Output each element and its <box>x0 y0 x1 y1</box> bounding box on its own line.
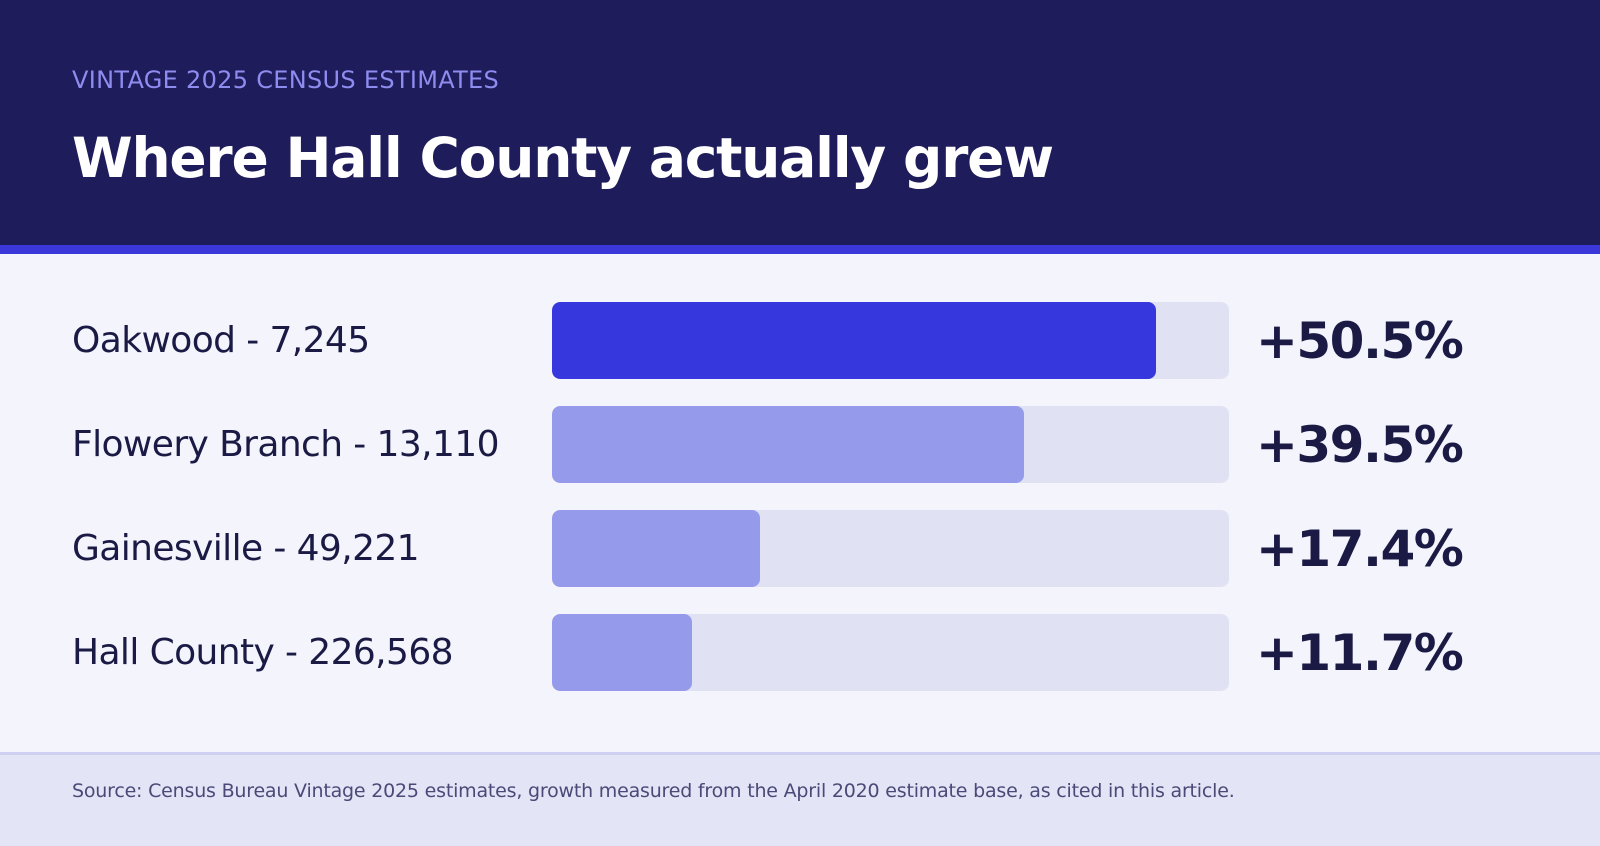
bar-track <box>552 510 1229 587</box>
bar-fill <box>552 406 1024 483</box>
chart-footer: Source: Census Bureau Vintage 2025 estim… <box>0 752 1600 846</box>
bar-value-label: +11.7% <box>1256 624 1464 682</box>
bar-row: Flowery Branch - 13,110 +39.5% <box>0 406 1600 483</box>
bar-row: Oakwood - 7,245 +50.5% <box>0 302 1600 379</box>
bar-track <box>552 614 1229 691</box>
bar-fill <box>552 614 692 691</box>
bar-fill <box>552 510 760 587</box>
bar-category-label: Hall County - 226,568 <box>72 632 454 673</box>
header-accent-rule <box>0 245 1600 254</box>
bar-value-label: +17.4% <box>1256 520 1464 578</box>
chart-header: VINTAGE 2025 CENSUS ESTIMATES Where Hall… <box>0 0 1600 245</box>
source-note: Source: Census Bureau Vintage 2025 estim… <box>72 780 1235 802</box>
bar-row: Hall County - 226,568 +11.7% <box>0 614 1600 691</box>
chart-title: Where Hall County actually grew <box>72 126 1054 190</box>
bar-row: Gainesville - 49,221 +17.4% <box>0 510 1600 587</box>
chart-kicker: VINTAGE 2025 CENSUS ESTIMATES <box>72 66 500 94</box>
bar-track <box>552 302 1229 379</box>
bar-track <box>552 406 1229 483</box>
bar-value-label: +50.5% <box>1256 312 1464 370</box>
bar-category-label: Gainesville - 49,221 <box>72 528 420 569</box>
bar-category-label: Oakwood - 7,245 <box>72 320 370 361</box>
bar-category-label: Flowery Branch - 13,110 <box>72 424 500 465</box>
bar-chart: Oakwood - 7,245 +50.5% Flowery Branch - 13… <box>0 254 1600 754</box>
bar-fill <box>552 302 1156 379</box>
bar-value-label: +39.5% <box>1256 416 1464 474</box>
